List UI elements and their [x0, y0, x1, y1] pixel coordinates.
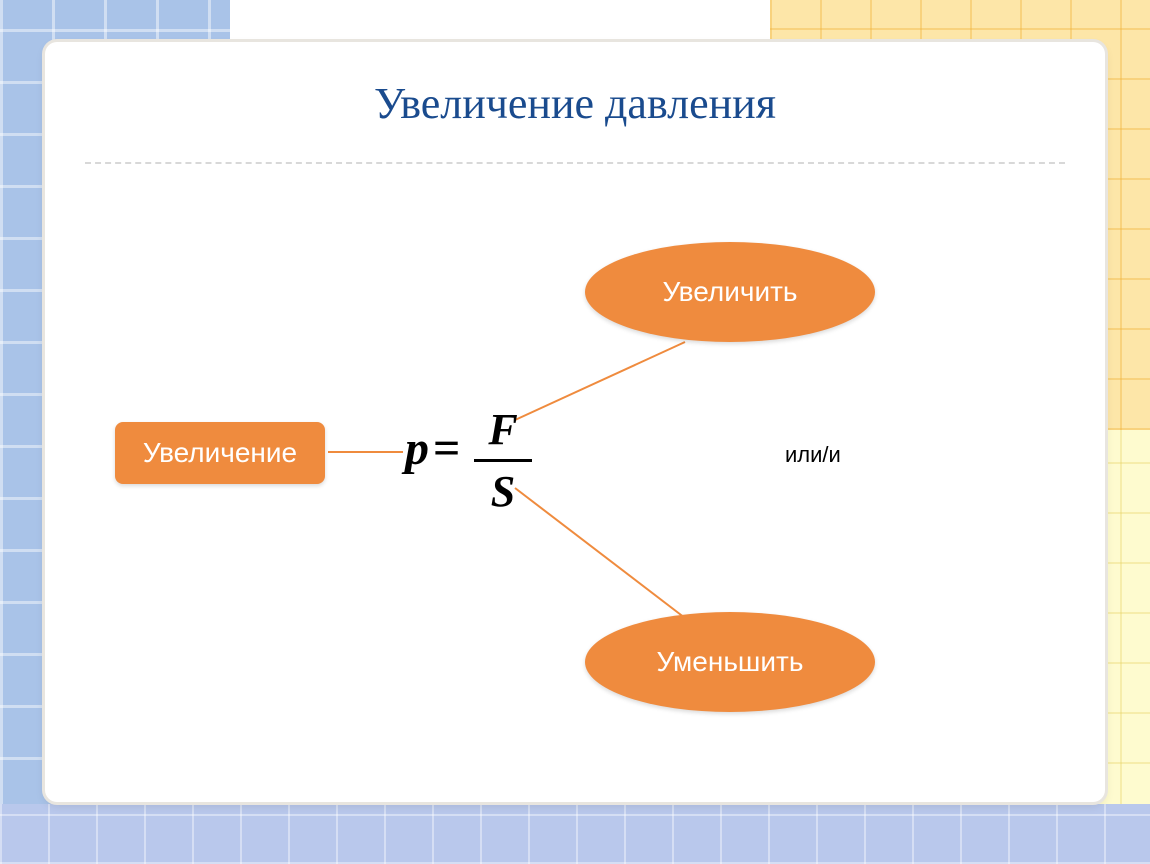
node-increase: Увеличение [115, 422, 325, 484]
separator-text: или/и [785, 442, 841, 468]
slide-card: Увеличение давления Увеличение Увеличить… [45, 42, 1105, 802]
node-increase-action: Увеличить [585, 242, 875, 342]
formula-fraction: F S [474, 404, 531, 517]
slide-title: Увеличение давления [45, 78, 1105, 129]
node-increase-action-label: Увеличить [662, 276, 797, 308]
formula-denominator: S [477, 462, 529, 517]
formula-numerator: F [474, 404, 531, 459]
formula-eq: = [433, 422, 460, 475]
node-decrease-action-label: Уменьшить [657, 646, 804, 678]
node-decrease-action: Уменьшить [585, 612, 875, 712]
formula-lhs: p [405, 422, 429, 475]
title-divider [85, 162, 1065, 164]
formula: p = F S [405, 404, 532, 517]
bg-plaid-bottom [0, 804, 1150, 864]
node-increase-label: Увеличение [143, 437, 297, 469]
